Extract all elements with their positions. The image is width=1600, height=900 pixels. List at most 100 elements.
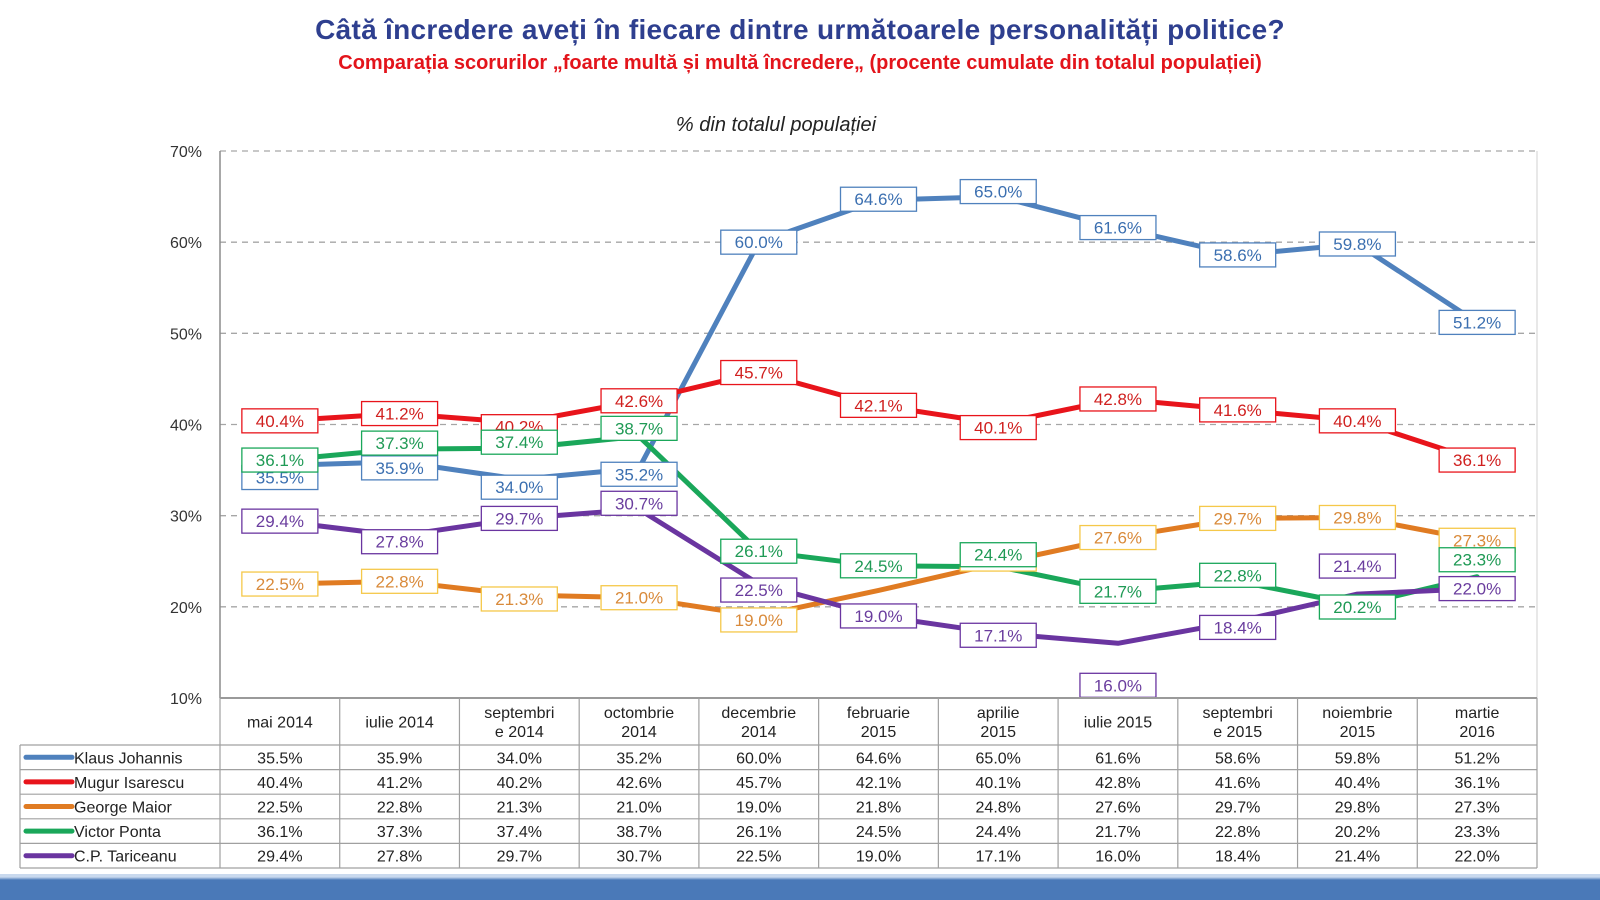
data-label: 29.7% xyxy=(480,505,558,532)
data-label: 41.2% xyxy=(360,400,439,427)
data-label-text: 29.8% xyxy=(1333,508,1381,527)
data-label-text: 24.4% xyxy=(974,546,1022,565)
data-label-text: 27.6% xyxy=(1094,529,1142,548)
data-label-box xyxy=(360,400,439,427)
data-label-text: 27.8% xyxy=(375,533,423,552)
table-cell: 51.2% xyxy=(1454,750,1499,767)
data-label-text: 22.0% xyxy=(1453,580,1501,599)
table-cell: 41.6% xyxy=(1215,775,1260,792)
table-header-cell-line2: 2014 xyxy=(741,724,777,741)
data-label-box xyxy=(720,359,798,386)
legend-series-name: C.P. Tariceanu xyxy=(74,849,177,866)
table-cell: 38.7% xyxy=(616,824,661,841)
data-label-box xyxy=(1079,524,1157,551)
table-cell: 37.4% xyxy=(497,824,542,841)
data-label: 61.6% xyxy=(1079,214,1157,241)
data-label: 26.1% xyxy=(720,538,798,564)
data-label-text: 41.2% xyxy=(375,405,423,424)
data-label: 20.2% xyxy=(1318,594,1397,620)
data-label-box xyxy=(959,542,1037,568)
data-label-text: 29.7% xyxy=(495,509,543,528)
table-cell: 21.0% xyxy=(616,800,661,817)
data-label: 40.4% xyxy=(1318,408,1397,434)
data-label-text: 27.3% xyxy=(1453,531,1501,550)
data-label: 36.1% xyxy=(1438,447,1516,473)
data-label-text: 58.6% xyxy=(1214,246,1262,265)
table-cell: 19.0% xyxy=(736,800,781,817)
data-label-box xyxy=(1318,408,1397,434)
table-header-cell-line2: 2016 xyxy=(1459,724,1495,741)
data-label-box xyxy=(241,408,319,434)
data-label-box xyxy=(600,388,678,414)
table-header-cell-line1: octombrie xyxy=(604,705,674,722)
data-label: 22.8% xyxy=(360,568,439,594)
y-tick-label: 60% xyxy=(170,235,202,252)
data-label: 29.4% xyxy=(241,508,319,534)
data-label-box xyxy=(360,568,439,594)
data-label: 21.4% xyxy=(1318,553,1397,579)
data-label-text: 37.3% xyxy=(375,434,423,453)
data-label-text: 42.8% xyxy=(1094,390,1142,409)
table-header-cell: iulie 2014 xyxy=(365,715,434,732)
table-cell: 30.7% xyxy=(616,849,661,866)
data-label-box xyxy=(1438,447,1516,473)
table-cell: 58.6% xyxy=(1215,750,1260,767)
data-label-text: 59.8% xyxy=(1333,235,1381,254)
footer-bar xyxy=(0,874,1600,900)
data-label-box xyxy=(1199,505,1277,532)
data-label-box xyxy=(241,447,319,473)
data-label-box xyxy=(241,571,319,597)
table-header-cell-line2: e 2015 xyxy=(1213,724,1262,741)
table-cell: 24.8% xyxy=(976,800,1021,817)
table-header-cell-line1: septembri xyxy=(484,705,554,722)
table-cell: 27.6% xyxy=(1095,800,1140,817)
table-cell: 21.4% xyxy=(1335,849,1380,866)
data-label-text: 51.2% xyxy=(1453,313,1501,332)
data-label-box xyxy=(1318,594,1397,620)
data-label-box xyxy=(1079,386,1157,412)
data-label-text: 24.5% xyxy=(854,557,902,576)
table-cell: 59.8% xyxy=(1335,750,1380,767)
data-label-text: 34.0% xyxy=(495,478,543,497)
data-label-box xyxy=(360,529,439,555)
data-label-box xyxy=(241,508,319,534)
data-label-text: 29.4% xyxy=(256,512,304,531)
data-label-text: 42.1% xyxy=(854,396,902,415)
table-header-cell-line1: februarie xyxy=(847,705,910,722)
series-line-klaus-johannis xyxy=(277,194,1480,482)
table-cell: 22.0% xyxy=(1454,849,1499,866)
legend-series-name: Mugur Isarescu xyxy=(74,775,184,792)
data-label: 36.1% xyxy=(241,447,319,473)
data-label: 65.0% xyxy=(959,178,1037,205)
data-label-box xyxy=(839,553,918,579)
data-label-box xyxy=(959,414,1037,441)
data-label-text: 36.1% xyxy=(256,451,304,470)
data-label-text: 29.7% xyxy=(1214,509,1262,528)
data-label-box xyxy=(839,603,918,629)
data-label-box xyxy=(1318,231,1397,257)
table-cell: 27.8% xyxy=(377,849,422,866)
data-label: 18.4% xyxy=(1199,614,1277,641)
table-cell: 29.8% xyxy=(1335,800,1380,817)
data-label: 42.6% xyxy=(600,388,678,414)
data-label: 29.7% xyxy=(1199,505,1277,532)
table-cell: 29.4% xyxy=(257,849,302,866)
table-header-cell: mai 2014 xyxy=(247,715,313,732)
data-label-text: 22.8% xyxy=(1214,566,1262,585)
table-cell: 21.8% xyxy=(856,800,901,817)
table-cell: 27.3% xyxy=(1454,800,1499,817)
table-cell: 37.3% xyxy=(377,824,422,841)
data-label-text: 61.6% xyxy=(1094,219,1142,238)
table-cell: 40.1% xyxy=(976,775,1021,792)
data-label-box xyxy=(600,461,678,487)
table-header-cell-line2: 2014 xyxy=(621,724,657,741)
table-cell: 22.5% xyxy=(736,849,781,866)
data-label-text: 18.4% xyxy=(1214,618,1262,637)
data-label: 21.0% xyxy=(600,585,678,611)
data-label-text: 19.0% xyxy=(854,607,902,626)
data-label: 16.0% xyxy=(1079,672,1157,698)
chart-subtitle: Comparația scorurilor „foarte multă și m… xyxy=(338,52,1262,74)
data-label-box xyxy=(959,178,1037,205)
y-tick-label: 50% xyxy=(170,326,202,343)
